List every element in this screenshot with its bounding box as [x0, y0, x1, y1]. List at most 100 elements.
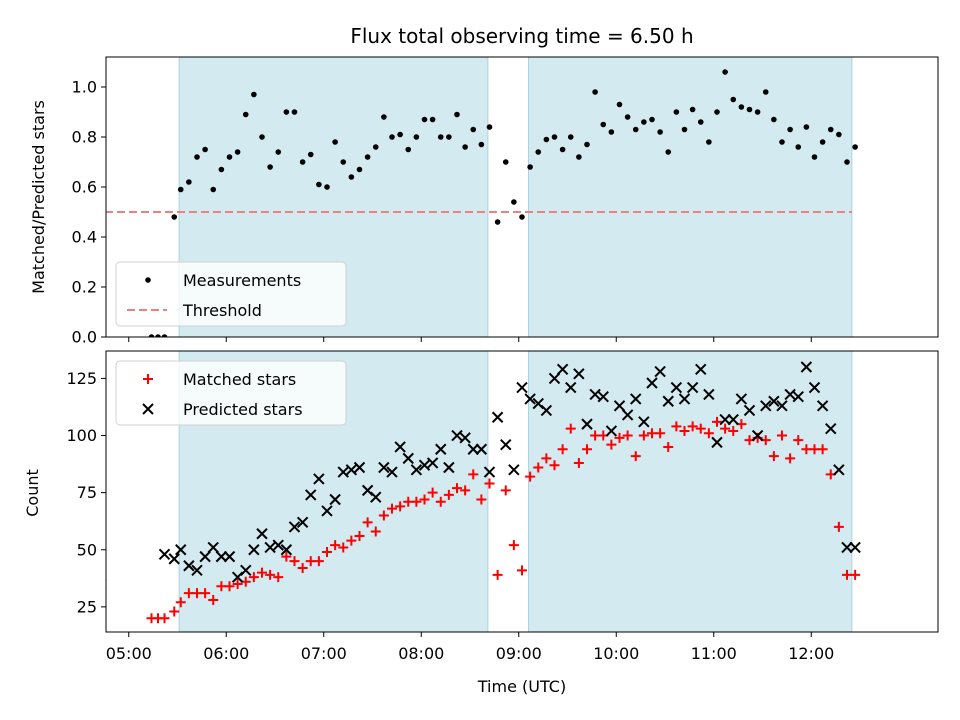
predicted-stars-point — [573, 368, 585, 380]
predicted-stars-point — [459, 432, 471, 444]
matched-stars-point — [460, 485, 471, 496]
matched-stars-point — [728, 425, 739, 436]
measurement-point — [649, 116, 655, 123]
x-axis-label: Time (UTC) — [477, 677, 566, 696]
y-tick-label: 0.4 — [72, 228, 97, 247]
x-tick-label: 07:00 — [301, 644, 347, 663]
measurement-point — [210, 186, 217, 193]
legend-marker-measurements — [145, 277, 151, 283]
measurement-point — [381, 114, 387, 120]
measurement-point — [519, 214, 525, 220]
measurement-point — [340, 159, 347, 165]
measurement-point — [616, 101, 623, 108]
measurement-point — [795, 144, 802, 150]
predicted-stars-point — [646, 377, 658, 389]
measurement-point — [462, 144, 468, 150]
predicted-stars-point — [305, 489, 317, 501]
matched-stars-point — [533, 462, 544, 473]
predicted-stars-point — [272, 539, 284, 551]
measurement-point — [632, 126, 639, 133]
predicted-stars-point — [223, 550, 236, 563]
measurement-point — [494, 219, 501, 225]
predicted-stars-point — [589, 388, 601, 401]
predicted-stars-point — [329, 493, 341, 506]
predicted-stars-point — [849, 541, 861, 554]
matched-stars-point — [297, 563, 308, 574]
predicted-stars-point — [386, 466, 398, 478]
ratio-panel: 0.0 0.2 0.4 0.6 0.8 1.0 Measurements Threshold — [72, 56, 939, 347]
predicted-stars-point — [207, 541, 219, 554]
predicted-stars-point — [760, 400, 772, 412]
predicted-stars-point — [719, 413, 731, 426]
matched-stars-point — [517, 565, 527, 576]
measurement-point — [454, 111, 460, 118]
count-panel: 25 50 75 100 125 05:00 06:00 07:00 08:00 09:00 10:… — [66, 350, 939, 663]
matched-stars-point — [354, 531, 365, 542]
x-tick-label: 09:00 — [496, 644, 542, 663]
chart-title: Flux total observing time = 6.50 h — [350, 24, 693, 48]
predicted-stars-point — [816, 400, 829, 412]
matched-stars-point — [663, 441, 674, 452]
predicted-stars-point — [613, 400, 626, 412]
y-tick-label: 75 — [77, 483, 97, 502]
measurement-point — [348, 174, 355, 180]
predicted-stars-point — [475, 443, 488, 455]
matched-stars-point — [500, 485, 511, 496]
measurement-point — [242, 111, 249, 118]
measurement-point — [819, 139, 826, 145]
matched-stars-point — [712, 416, 722, 427]
measurement-point — [657, 129, 663, 135]
measurement-point — [437, 134, 444, 140]
predicted-stars-point — [370, 491, 382, 503]
matched-stars-point — [492, 569, 503, 580]
measurement-point — [171, 214, 178, 220]
predicted-stars-point — [296, 516, 309, 529]
matched-stars-point — [265, 569, 276, 580]
predicted-stars-point — [654, 365, 666, 378]
predicted-stars-point — [711, 436, 723, 449]
matched-stars-point — [468, 469, 479, 480]
legend: Measurements Threshold — [115, 261, 347, 327]
predicted-stars-point — [321, 505, 333, 517]
predicted-stars-point — [426, 457, 439, 469]
matched-stars-point — [452, 483, 462, 494]
measurement-point — [852, 144, 858, 150]
measurement-point — [730, 96, 737, 103]
measurement-point — [405, 146, 412, 153]
predicted-stars-point — [800, 361, 813, 373]
predicted-stars-point — [751, 429, 764, 442]
matched-stars-point — [630, 451, 641, 462]
y-tick-label: 0.8 — [72, 128, 97, 147]
measurement-point — [307, 151, 314, 158]
y-tick-label: 1.0 — [72, 78, 97, 97]
y-tick-label: 25 — [77, 597, 97, 616]
predicted-stars-point — [264, 541, 276, 554]
matched-stars-point — [427, 487, 438, 498]
measurement-point — [259, 134, 265, 140]
predicted-stars-point — [825, 422, 837, 435]
matched-stars-point — [159, 613, 170, 624]
matched-stars-point — [411, 496, 422, 507]
measurement-point — [194, 154, 200, 160]
matched-stars-point — [289, 556, 300, 567]
matched-stars-point — [443, 489, 454, 500]
predicted-stars-point — [256, 528, 268, 540]
matched-stars-point — [573, 457, 584, 468]
measurement-point — [754, 109, 761, 115]
shaded-interval — [528, 351, 853, 632]
predicted-stars-point — [106, 578, 107, 590]
measurement-point — [803, 124, 810, 130]
predicted-stars-point — [199, 550, 211, 563]
predicted-stars-point — [337, 466, 349, 478]
predicted-stars-point — [451, 429, 463, 442]
matched-stars-point — [273, 572, 284, 583]
matched-stars-point — [703, 428, 714, 439]
predicted-stars-point — [516, 381, 528, 394]
measurement-point — [746, 106, 753, 113]
matched-stars-point — [281, 551, 292, 562]
measurement-point — [332, 139, 338, 145]
measurement-point — [502, 159, 509, 165]
predicted-stars-point — [776, 400, 788, 412]
measurement-point — [681, 126, 688, 133]
matched-stars-point — [476, 494, 487, 505]
